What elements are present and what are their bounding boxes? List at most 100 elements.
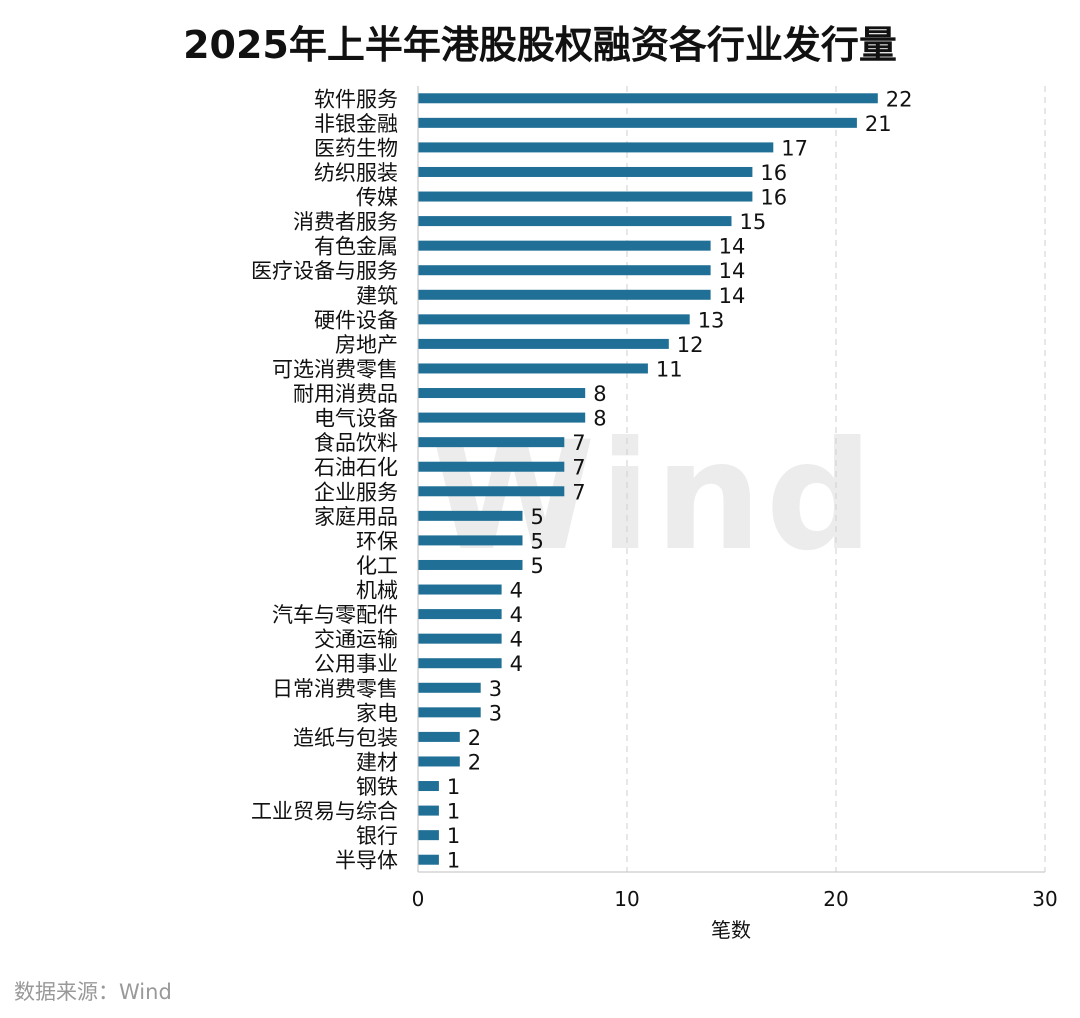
bar [418,682,481,693]
value-label: 7 [572,431,585,455]
value-label: 4 [510,652,523,676]
bar [418,609,502,620]
value-label: 14 [719,259,746,283]
bar [418,117,857,128]
bar [418,338,669,349]
bar [418,388,586,399]
bar [418,216,732,227]
category-label: 电气设备 [314,407,398,431]
bar [418,756,460,767]
bar [418,191,753,202]
value-label: 1 [447,824,460,848]
category-label: 可选消费零售 [272,357,398,381]
value-label: 1 [447,775,460,799]
value-label: 2 [468,750,481,774]
value-label: 2 [468,726,481,750]
bar [418,535,523,546]
category-label: 硬件设备 [314,308,398,332]
value-label: 17 [781,136,808,160]
value-label: 5 [531,505,544,529]
category-label: 工业贸易与综合 [251,800,398,824]
category-label: 汽车与零配件 [272,603,398,627]
axis-layer: 0 10 20 30 [412,86,1058,911]
value-label: 5 [531,554,544,578]
category-label: 房地产 [335,333,398,357]
category-label: 企业服务 [314,480,398,504]
x-tick-label: 10 [614,887,639,911]
category-label: 半导体 [335,849,398,873]
value-label: 8 [593,382,606,406]
bar [418,781,439,792]
bar [418,658,502,669]
value-label: 1 [447,849,460,873]
category-label: 非银金融 [314,112,398,136]
value-label: 14 [719,284,746,308]
value-label: 14 [719,235,746,259]
value-label: 22 [886,87,913,111]
category-label: 家电 [356,701,398,725]
chart-title: 2025年上半年港股股权融资各行业发行量 [183,23,897,67]
category-label: 公用事业 [314,652,398,676]
category-label: 传媒 [356,186,398,210]
category-label: 建筑 [356,284,398,308]
bar [418,510,523,521]
value-label: 8 [593,407,606,431]
category-label: 石油石化 [314,456,398,480]
category-label: 医药生物 [314,136,398,160]
value-label: 7 [572,480,585,504]
bar [418,314,690,325]
bar [418,166,753,177]
category-label: 环保 [356,529,398,553]
bar [418,805,439,816]
bar-layer [418,93,878,865]
value-label: 7 [572,456,585,480]
value-label: 1 [447,800,460,824]
value-label: 4 [510,603,523,627]
value-label: 12 [677,333,704,357]
value-label: 5 [531,529,544,553]
bar [418,486,565,497]
category-label: 交通运输 [314,628,398,652]
category-label: 耐用消费品 [293,382,398,406]
bar [418,363,648,374]
value-label-layer: 2221171616151414141312118877755544443322… [447,87,913,872]
x-tick-label: 20 [823,887,848,911]
bar [418,240,711,251]
source-note: 数据来源：Wind [14,980,172,1004]
value-label: 21 [865,112,892,136]
category-label: 造纸与包装 [293,726,398,750]
value-label: 4 [510,628,523,652]
bar [418,707,481,718]
bar [418,437,565,448]
category-label: 消费者服务 [293,210,398,234]
value-label: 3 [489,701,502,725]
category-label: 有色金属 [314,235,398,259]
x-axis-title: 笔数 [711,918,751,942]
bar [418,731,460,742]
category-label-layer: 软件服务非银金融医药生物纺织服装传媒消费者服务有色金属医疗设备与服务建筑硬件设备… [251,87,398,872]
bar [418,142,774,153]
category-label: 纺织服装 [314,161,398,185]
x-tick-label: 0 [412,887,425,911]
bar [418,93,878,104]
value-label: 11 [656,357,683,381]
value-label: 3 [489,677,502,701]
category-label: 软件服务 [314,87,398,111]
bar [418,265,711,276]
bar [418,289,711,300]
bar [418,559,523,570]
value-label: 4 [510,579,523,603]
bar [418,412,586,423]
category-label: 钢铁 [356,775,398,799]
value-label: 16 [760,161,787,185]
bar [418,830,439,841]
value-label: 16 [760,186,787,210]
bar [418,461,565,472]
category-label: 银行 [356,824,398,848]
value-label: 13 [698,308,725,332]
x-tick-label: 30 [1032,887,1057,911]
category-label: 医疗设备与服务 [251,259,398,283]
bar [418,633,502,644]
category-label: 日常消费零售 [272,677,398,701]
